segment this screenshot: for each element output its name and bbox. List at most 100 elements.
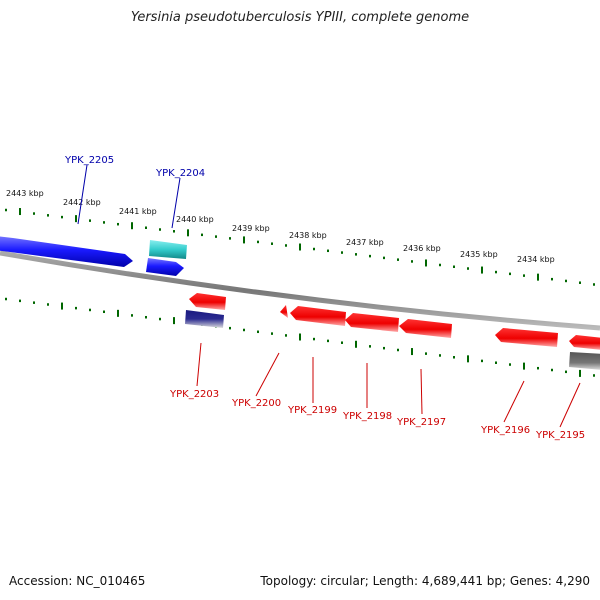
scale-tick-label: 2437 kbp	[346, 238, 384, 247]
major-tick	[187, 229, 189, 237]
minor-tick	[327, 339, 329, 343]
scale-tick-label: 2439 kbp	[232, 224, 270, 233]
minor-tick	[89, 219, 91, 222]
minor-tick	[243, 328, 245, 332]
scale-tick-label: 2440 kbp	[176, 215, 214, 224]
scale-tick-label: 2435 kbp	[460, 250, 498, 259]
gene-ypk-2197[interactable]	[399, 319, 452, 338]
minor-tick	[313, 247, 315, 251]
minor-tick	[201, 233, 203, 237]
minor-tick	[313, 337, 315, 341]
minor-tick	[47, 214, 49, 217]
outer-tick-ring	[5, 208, 595, 286]
minor-tick	[33, 212, 35, 215]
major-tick	[355, 340, 357, 348]
minor-tick	[509, 363, 511, 366]
minor-tick	[117, 222, 119, 226]
gene-ypk-2203-rna[interactable]	[185, 310, 224, 328]
minor-tick	[61, 215, 63, 219]
genome-backbone	[0, 250, 600, 331]
major-tick	[411, 348, 413, 356]
gene-ypk-2196[interactable]	[495, 328, 558, 347]
gene-ypk-2195-other[interactable]	[569, 352, 600, 370]
minor-tick	[75, 306, 77, 310]
minor-tick	[593, 283, 595, 286]
minor-tick	[523, 274, 525, 277]
minor-tick	[397, 258, 399, 261]
label-ypk-2197[interactable]: YPK_2197	[396, 417, 446, 428]
minor-tick	[229, 237, 231, 240]
major-tick	[243, 236, 245, 244]
major-tick	[481, 266, 483, 274]
minor-tick	[173, 230, 175, 233]
label-ypk-2205[interactable]: YPK_2205	[64, 155, 114, 166]
gene-ypk-2204b[interactable]	[146, 258, 184, 276]
label-ypk-2199[interactable]: YPK_2199	[287, 405, 337, 416]
minor-tick	[47, 303, 49, 306]
minor-tick	[355, 253, 357, 256]
map-title: Yersinia pseudotuberculosis YPIII, compl…	[130, 10, 470, 25]
minor-tick	[103, 310, 105, 314]
gene-ypk-2198[interactable]	[345, 313, 399, 332]
minor-tick	[565, 370, 567, 374]
gene-ypk-2200[interactable]	[280, 305, 288, 318]
major-tick	[579, 369, 581, 377]
major-tick	[173, 317, 175, 325]
minor-tick	[257, 240, 259, 244]
label-ypk-2204[interactable]: YPK_2204	[155, 168, 205, 179]
minor-tick	[5, 208, 7, 212]
major-tick	[117, 309, 119, 317]
scale-tick-label: 2434 kbp	[517, 255, 555, 264]
major-tick	[425, 259, 427, 267]
minor-tick	[579, 281, 581, 284]
inner-tick-ring	[5, 297, 595, 377]
gene-ypk-2205[interactable]	[0, 236, 133, 267]
major-tick	[75, 215, 77, 223]
major-tick	[19, 208, 21, 216]
minor-tick	[327, 249, 329, 253]
forward-strand-genes	[0, 236, 187, 276]
scale-tick-label: 2442 kbp	[63, 198, 101, 207]
minor-tick	[453, 356, 455, 359]
minor-tick	[285, 334, 287, 337]
accession-text: Accession: NC_010465	[9, 574, 146, 588]
gene-ypk-2195[interactable]	[569, 335, 600, 350]
major-tick	[61, 302, 63, 310]
minor-tick	[159, 317, 161, 321]
minor-tick	[425, 352, 427, 355]
major-tick	[523, 362, 525, 370]
label-ypk-2195[interactable]: YPK_2195	[535, 430, 585, 441]
minor-tick	[285, 244, 287, 247]
major-tick	[131, 222, 133, 230]
minor-tick	[131, 314, 133, 317]
minor-tick	[551, 277, 553, 281]
label-connectors	[77, 164, 581, 428]
minor-tick	[33, 301, 35, 304]
topology-text: Topology: circular; Length: 4,689,441 bp…	[260, 574, 590, 588]
scale-labels: 2443 kbp 2442 kbp 2441 kbp 2440 kbp 2439 kbp…	[6, 189, 555, 264]
gene-ypk-2204[interactable]	[149, 240, 187, 259]
minor-tick	[159, 228, 161, 231]
gene-ypk-2199[interactable]	[290, 306, 346, 326]
gene-ypk-2203[interactable]	[189, 293, 226, 310]
minor-tick	[19, 299, 21, 303]
minor-tick	[341, 341, 343, 344]
minor-tick	[495, 361, 497, 364]
minor-tick	[481, 359, 483, 363]
reverse-strand-genes	[185, 293, 600, 370]
minor-tick	[383, 256, 385, 260]
label-ypk-2198[interactable]: YPK_2198	[342, 411, 392, 422]
label-ypk-2196[interactable]: YPK_2196	[480, 425, 530, 436]
label-ypk-2203[interactable]: YPK_2203	[169, 389, 219, 400]
minor-tick	[495, 270, 497, 274]
scale-tick-label: 2436 kbp	[403, 244, 441, 253]
minor-tick	[229, 326, 231, 330]
minor-tick	[439, 263, 441, 267]
minor-tick	[103, 221, 105, 224]
minor-tick	[257, 330, 259, 334]
minor-tick	[5, 297, 7, 301]
scale-tick-label: 2438 kbp	[289, 231, 327, 240]
minor-tick	[509, 272, 511, 276]
label-ypk-2200[interactable]: YPK_2200	[231, 398, 281, 409]
